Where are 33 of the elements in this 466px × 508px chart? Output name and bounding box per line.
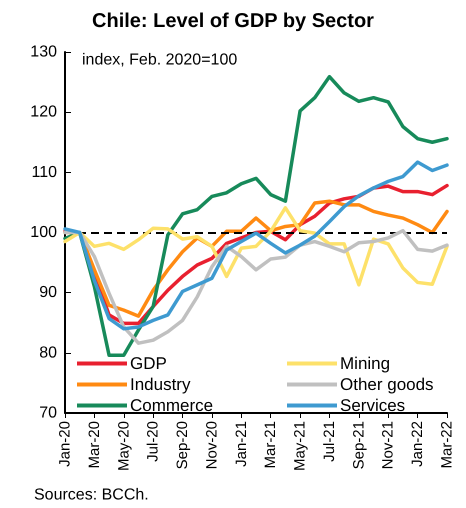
- y-tick-label: 100: [30, 224, 58, 241]
- y-tick-label: 110: [31, 164, 58, 181]
- x-tick-label: Sep-20: [174, 421, 192, 470]
- x-tick-label: Jan-22: [409, 421, 426, 467]
- x-tick-label: May-20: [115, 421, 132, 472]
- x-tick-label: Jul-21: [320, 421, 338, 462]
- annotation: index, Feb. 2020=100: [82, 52, 238, 68]
- x-tick-label: Sep-21: [350, 421, 368, 470]
- y-tick-label: 90: [39, 284, 58, 302]
- x-tick-label: Mar-20: [86, 421, 103, 469]
- x-tick-label: May-21: [292, 421, 309, 472]
- x-tick-label: Mar-22: [438, 421, 456, 469]
- y-tick-label: 70: [39, 404, 58, 422]
- x-tick-label: Nov-21: [380, 421, 397, 470]
- x-tick-label: Nov-20: [203, 421, 220, 470]
- line-series: [63, 206, 449, 287]
- x-tick-label: Jan-20: [56, 421, 74, 467]
- legend-label: Commerce: [130, 396, 214, 415]
- line-series: [63, 228, 449, 345]
- x-tick-label: Mar-21: [262, 421, 280, 469]
- legend-label: Mining: [340, 354, 390, 373]
- legend-label: Services: [340, 396, 406, 415]
- y-tick-label: 120: [30, 104, 58, 121]
- y-tick-label: 130: [30, 44, 58, 60]
- x-tick-label: Jan-21: [232, 421, 250, 467]
- legend-label: Other goods: [340, 375, 434, 394]
- x-tick-label: Jul-20: [144, 421, 162, 462]
- legend-label: Industry: [130, 375, 191, 394]
- y-tick-label: 80: [39, 344, 58, 362]
- legend-label: GDP: [130, 354, 167, 373]
- source-note: Sources: BCCh.: [34, 486, 149, 504]
- chart-title: Chile: Level of GDP by Sector: [92, 10, 374, 32]
- line-series: [63, 160, 449, 331]
